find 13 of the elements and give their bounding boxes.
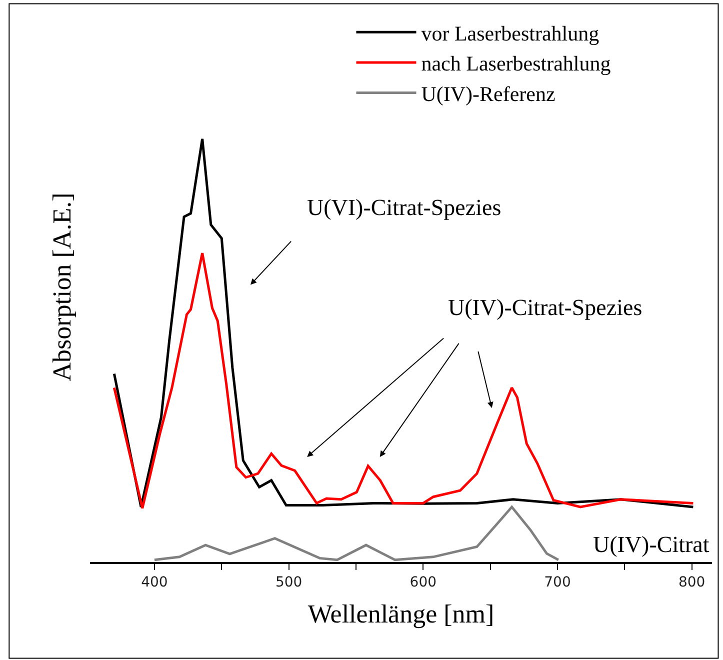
- x-tick-label: 600: [410, 574, 437, 591]
- annotation: U(VI)-Citrat-Spezies: [307, 195, 502, 220]
- y-axis-title: Absorption [A.E.]: [47, 192, 76, 382]
- x-tick-label: 400: [141, 574, 168, 591]
- annotation: U(IV)-Citrat-Spezies: [448, 295, 642, 320]
- legend-label: nach Laserbestrahlung: [421, 52, 612, 76]
- legend-label: U(IV)-Referenz: [421, 82, 556, 106]
- x-tick-label: 700: [544, 574, 571, 591]
- annotation: U(IV)-Citrat: [593, 532, 710, 557]
- x-axis-title: Wellenlänge [nm]: [308, 600, 494, 629]
- legend-label: vor Laserbestrahlung: [421, 21, 600, 46]
- x-tick-label: 500: [275, 574, 302, 591]
- x-tick-label: 800: [678, 574, 706, 591]
